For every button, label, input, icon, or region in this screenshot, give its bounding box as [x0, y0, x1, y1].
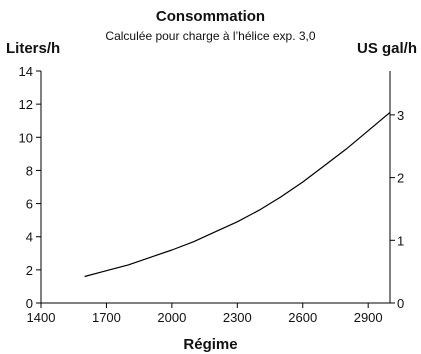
y-axis-left-label: Liters/h	[6, 40, 61, 57]
y-left-tick-label: 6	[26, 197, 33, 212]
chart-subtitle: Calculée pour charge à l’hélice exp. 3,0	[105, 29, 316, 43]
y-left-tick-label: 12	[19, 97, 33, 112]
y-left-tick-label: 10	[19, 130, 33, 145]
y-left-tick-label: 14	[19, 64, 33, 79]
x-axis-label: Régime	[183, 336, 238, 353]
y-left-tick-label: 4	[26, 230, 33, 245]
y-left-tick-label: 8	[26, 163, 33, 178]
y-right-tick-label: 1	[397, 233, 404, 248]
y-left-tick-label: 2	[26, 263, 33, 278]
y-right-tick-label: 2	[397, 171, 404, 186]
x-tick-label: 2600	[288, 310, 317, 325]
y-axis-right-label: US gal/h	[356, 40, 417, 57]
x-tick-label: 2900	[354, 310, 383, 325]
consumption-line	[84, 111, 391, 278]
chart-title: Consommation	[155, 8, 266, 25]
x-tick-label: 2000	[157, 310, 186, 325]
y-right-tick-label: 3	[397, 108, 404, 123]
x-tick-label: 1400	[27, 310, 56, 325]
x-tick-label: 2300	[223, 310, 252, 325]
x-tick-label: 1700	[92, 310, 121, 325]
y-right-tick-label: 0	[397, 296, 404, 311]
y-left-tick-label: 0	[26, 296, 33, 311]
